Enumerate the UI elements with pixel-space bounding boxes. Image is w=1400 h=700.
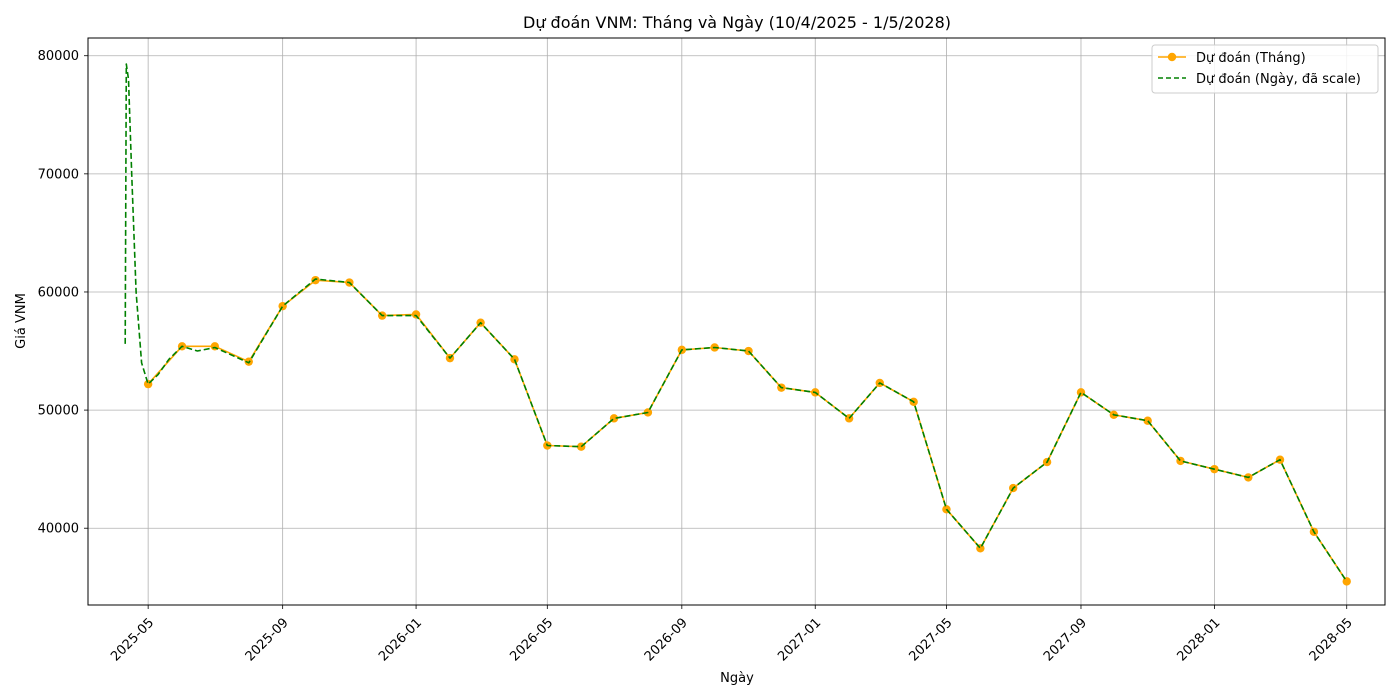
y-tick-label: 70000 xyxy=(38,167,79,182)
legend-box xyxy=(1151,44,1379,94)
plot-frame xyxy=(87,37,1386,606)
chart-title: Dự đoán VNM: Tháng và Ngày (10/4/2025 - … xyxy=(523,13,951,32)
y-tick-label: 50000 xyxy=(38,404,79,419)
y-axis-label: Giá VNM xyxy=(14,293,29,349)
legend-marker-monthly xyxy=(1167,52,1177,62)
grid xyxy=(88,38,1385,605)
legend-label-monthly: Dự đoán (Tháng) xyxy=(1196,51,1306,66)
x-axis-label: Ngày xyxy=(720,671,754,686)
monthly-point xyxy=(311,275,320,285)
legend-label-daily: Dự đoán (Ngày, đã scale) xyxy=(1196,72,1361,87)
series-daily-line xyxy=(124,63,1348,582)
legend: Dự đoán (Tháng) Dự đoán (Ngày, đã scale) xyxy=(1151,44,1379,94)
series-layer xyxy=(124,63,1351,586)
monthly-point xyxy=(411,310,421,319)
y-tick-label: 40000 xyxy=(38,522,79,537)
y-tick-label: 60000 xyxy=(38,285,79,300)
y-tick-label: 80000 xyxy=(38,49,79,64)
